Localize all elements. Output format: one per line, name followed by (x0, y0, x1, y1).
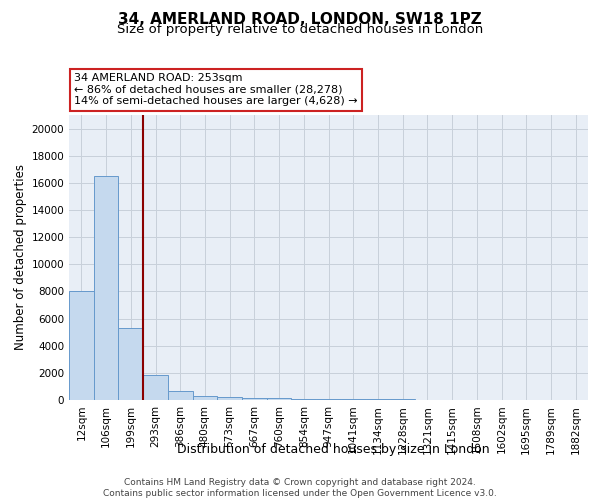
Y-axis label: Number of detached properties: Number of detached properties (14, 164, 27, 350)
Bar (168, 390, 193, 400)
Bar (242, 398, 267, 400)
Bar (118, 328, 143, 400)
Text: 34, AMERLAND ROAD, LONDON, SW18 1PZ: 34, AMERLAND ROAD, LONDON, SW18 1PZ (118, 12, 482, 28)
Text: Size of property relative to detached houses in London: Size of property relative to detached ho… (117, 22, 483, 36)
Text: 34 AMERLAND ROAD: 253sqm
← 86% of detached houses are smaller (28,278)
14% of se: 34 AMERLAND ROAD: 253sqm ← 86% of detach… (74, 73, 358, 106)
Text: Contains HM Land Registry data © Crown copyright and database right 2024.
Contai: Contains HM Land Registry data © Crown c… (103, 478, 497, 498)
Bar (94, 176, 118, 400)
Bar (341, 399, 365, 400)
Bar (316, 399, 341, 400)
Bar (69, 291, 94, 400)
Bar (267, 398, 292, 400)
Bar (193, 396, 217, 400)
Bar (143, 375, 168, 400)
Bar (292, 398, 316, 400)
Text: Distribution of detached houses by size in London: Distribution of detached houses by size … (176, 442, 490, 456)
Bar (217, 397, 242, 400)
